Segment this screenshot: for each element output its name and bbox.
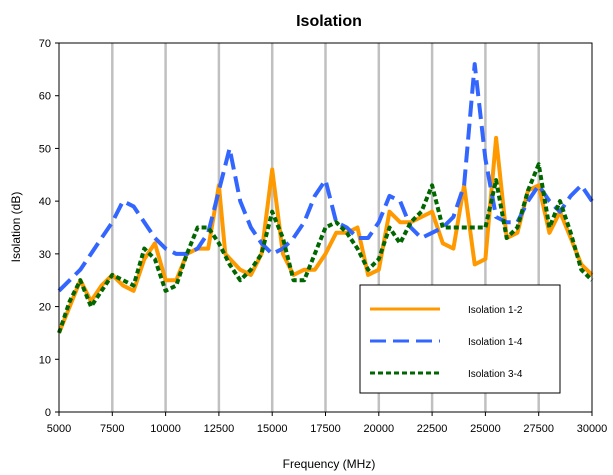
- axes: [55, 42, 593, 416]
- y-tick-label: 30: [39, 249, 51, 261]
- x-tick-label: 30000: [577, 423, 608, 435]
- plot-border: [58, 42, 593, 413]
- x-tick-label: 25000: [470, 423, 501, 435]
- x-tick-label: 22500: [417, 423, 448, 435]
- y-tick-label: 20: [39, 302, 51, 314]
- x-tick-label: 5000: [47, 423, 71, 435]
- legend-box: [359, 284, 561, 394]
- x-tick-label: 27500: [523, 423, 554, 435]
- y-tick-label: 10: [39, 354, 51, 366]
- x-axis-label: Frequency (MHz): [283, 457, 376, 471]
- y-tick-label: 60: [39, 91, 51, 103]
- x-tick-label: 10000: [150, 423, 181, 435]
- legend: Isolation 1-2 Isolation 1-4 Isolation 3-4: [359, 284, 561, 394]
- x-tick-label: 15000: [257, 423, 288, 435]
- legend-label-3: Isolation 3-4: [468, 369, 523, 380]
- gridlines: [111, 43, 540, 412]
- x-tick-label: 12500: [204, 423, 235, 435]
- y-tick-label: 40: [39, 196, 51, 208]
- y-tick-label: 0: [45, 407, 51, 419]
- x-tick-label: 7500: [100, 423, 124, 435]
- legend-label-1: Isolation 1-2: [468, 305, 523, 316]
- y-axis-label: Isolation (dB): [9, 192, 23, 263]
- chart-title: Isolation: [296, 13, 362, 30]
- x-tick-label: 20000: [364, 423, 395, 435]
- series-lines: [57, 62, 594, 334]
- y-tick-label: 70: [39, 38, 51, 50]
- tick-labels: 5000 7500 10000 12500 15000 17500 20000 22500 25…: [39, 38, 608, 435]
- legend-label-2: Isolation 1-4: [468, 337, 523, 348]
- x-tick-label: 17500: [310, 423, 341, 435]
- y-tick-label: 50: [39, 143, 51, 155]
